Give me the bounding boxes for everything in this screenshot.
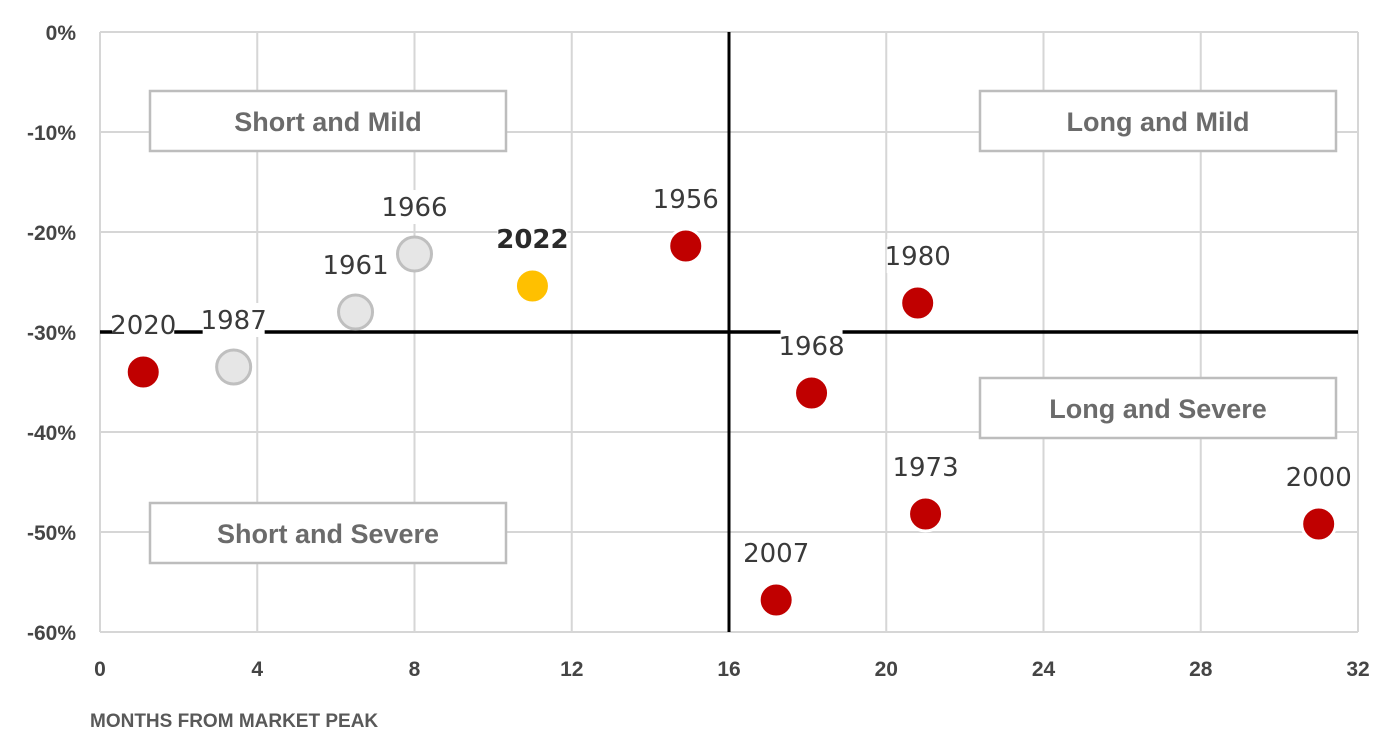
point-label-2007: 2007 [743,539,809,569]
point-1956 [667,227,705,265]
x-tick-label: 0 [94,658,106,681]
y-tick-label: -20% [27,222,76,245]
quadrant-box [978,376,1338,440]
point-label-bg [894,450,957,484]
y-tick-label: -30% [27,322,76,345]
x-axis-ticks: 0 4 8 12 16 20 24 28 32 [94,658,1370,681]
x-tick-label: 16 [717,658,740,681]
quadrant-label: Long and Mild [1067,107,1250,137]
data-points [124,227,1338,619]
point-2022 [513,267,551,305]
x-tick-label: 12 [560,658,583,681]
point-label-bg [745,536,808,570]
point-label-1987: 1987 [201,306,267,336]
quadrant-box [978,89,1338,153]
point-2020 [124,353,162,391]
quadrant-bottom-left: Short and Severe [148,501,508,565]
point-2000 [1300,505,1338,543]
x-axis-label: MONTHS FROM MARKET PEAK [90,711,378,732]
x-tick-label: 24 [1032,658,1056,681]
y-tick-label: -60% [27,622,76,645]
quadrant-label: Long and Severe [1049,394,1267,424]
point-label-2000: 2000 [1286,463,1352,493]
point-label-bg [202,303,265,337]
point-label-2020: 2020 [110,311,176,341]
point-1961 [337,293,375,331]
point-1980 [899,284,937,322]
point-1973 [907,495,945,533]
point-label-bg [654,182,717,216]
x-tick-label: 32 [1346,658,1369,681]
point-label-1968: 1968 [778,332,844,362]
quadrant-top-right: Long and Mild [978,89,1338,153]
point-label-bg [497,222,568,256]
y-axis-ticks: 0% -10% -20% -30% -40% -50% -60% [27,22,76,645]
point-1966 [396,235,433,273]
quadrant-bottom-right: Long and Severe [978,376,1338,440]
point-label-bg [886,239,949,273]
x-tick-label: 4 [251,658,263,681]
y-tick-label: -40% [27,422,76,445]
y-tick-label: 0% [46,22,77,45]
point-label-bg [1287,460,1350,494]
point-label-bg [324,248,387,282]
reference-lines [100,32,1358,632]
point-labels: 2020 1987 1961 1966 2022 1956 1980 1968 1973 2000… [110,182,1352,570]
point-label-1980: 1980 [885,242,951,272]
x-tick-label: 20 [875,658,898,681]
quadrant-label: Short and Mild [234,107,421,137]
quadrant-top-left: Short and Mild [148,89,508,153]
point-label-bg [383,190,446,224]
quadrant-labels: Short and Mild Long and Mild Short and Sev… [148,89,1338,565]
point-1987 [215,348,253,386]
y-tick-label: -10% [27,122,76,145]
point-label-1966: 1966 [381,193,447,223]
point-label-2022: 2022 [496,225,568,255]
point-label-bg [112,308,175,342]
point-label-1973: 1973 [892,453,958,483]
point-1968 [793,374,831,412]
point-2007 [757,581,795,619]
point-label-1961: 1961 [322,251,388,281]
quadrant-box [148,501,508,565]
quadrant-box [148,89,508,153]
point-label-bg [780,329,843,363]
point-label-1956: 1956 [653,185,719,215]
x-tick-label: 8 [409,658,421,681]
y-tick-label: -50% [27,522,76,545]
quadrant-label: Short and Severe [217,519,439,549]
x-tick-label: 28 [1189,658,1213,681]
